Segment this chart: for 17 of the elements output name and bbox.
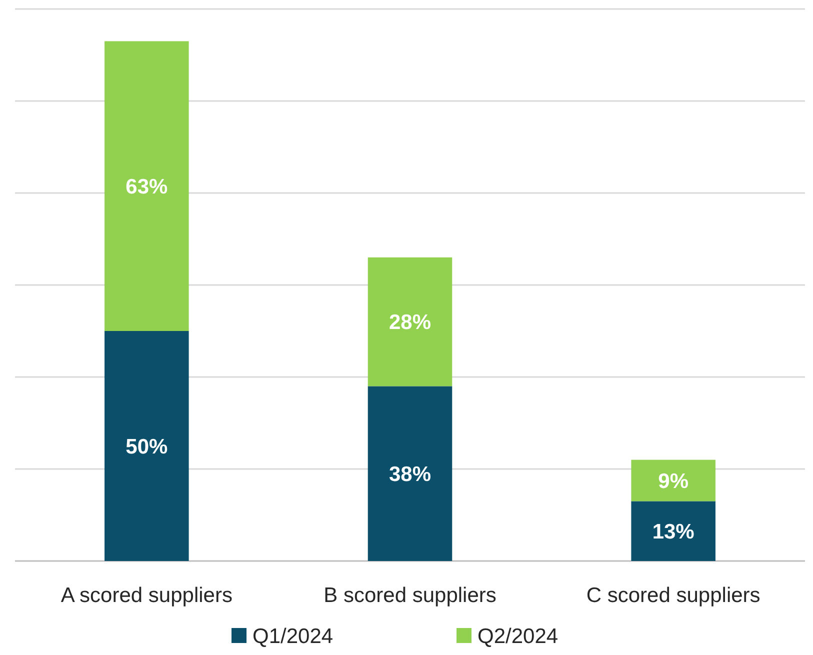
bar [368,386,452,561]
data-label: 50% [126,435,168,458]
data-label: 9% [658,470,689,493]
bar [631,501,716,561]
legend-label: Q1/2024 [252,625,334,648]
bar [104,41,189,331]
bar [104,331,189,561]
data-label: 28% [388,311,432,334]
data-label: 13% [652,520,695,544]
x-tick-label: B scored suppliers [324,584,496,607]
bar [368,257,452,386]
x-tick-label: C scored suppliers [586,584,760,607]
legend-label: Q2/2024 [478,625,558,648]
data-label: 38% [388,462,432,486]
x-tick-label: A scored suppliers [60,584,232,607]
bar [631,460,716,502]
data-label: 63% [126,175,168,198]
